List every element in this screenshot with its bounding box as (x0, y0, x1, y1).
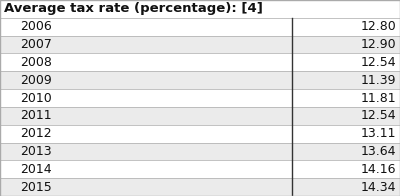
FancyBboxPatch shape (292, 107, 400, 125)
FancyBboxPatch shape (0, 142, 292, 160)
FancyBboxPatch shape (0, 71, 292, 89)
Text: 11.81: 11.81 (360, 92, 396, 104)
Text: 12.90: 12.90 (360, 38, 396, 51)
Text: 2015: 2015 (20, 181, 52, 194)
FancyBboxPatch shape (292, 125, 400, 142)
Text: 2009: 2009 (20, 74, 52, 87)
Text: 2014: 2014 (20, 163, 52, 176)
FancyBboxPatch shape (0, 125, 292, 142)
FancyBboxPatch shape (292, 178, 400, 196)
FancyBboxPatch shape (0, 36, 292, 54)
FancyBboxPatch shape (0, 18, 292, 36)
Text: 2006: 2006 (20, 20, 52, 33)
Text: 2013: 2013 (20, 145, 52, 158)
Text: 13.64: 13.64 (360, 145, 396, 158)
Text: 14.16: 14.16 (360, 163, 396, 176)
Text: 11.39: 11.39 (360, 74, 396, 87)
FancyBboxPatch shape (0, 0, 400, 18)
FancyBboxPatch shape (0, 160, 292, 178)
FancyBboxPatch shape (292, 54, 400, 71)
FancyBboxPatch shape (292, 71, 400, 89)
FancyBboxPatch shape (0, 107, 292, 125)
Text: 14.34: 14.34 (360, 181, 396, 194)
FancyBboxPatch shape (292, 142, 400, 160)
FancyBboxPatch shape (0, 89, 292, 107)
Text: 2008: 2008 (20, 56, 52, 69)
Text: 2007: 2007 (20, 38, 52, 51)
Text: Average tax rate (percentage): [4]: Average tax rate (percentage): [4] (4, 2, 263, 15)
FancyBboxPatch shape (0, 54, 292, 71)
Text: 12.54: 12.54 (360, 109, 396, 122)
FancyBboxPatch shape (292, 89, 400, 107)
FancyBboxPatch shape (292, 18, 400, 36)
Text: 2011: 2011 (20, 109, 52, 122)
Text: 2010: 2010 (20, 92, 52, 104)
FancyBboxPatch shape (0, 178, 292, 196)
Text: 12.80: 12.80 (360, 20, 396, 33)
FancyBboxPatch shape (292, 36, 400, 54)
FancyBboxPatch shape (292, 160, 400, 178)
Text: 13.11: 13.11 (360, 127, 396, 140)
Text: 2012: 2012 (20, 127, 52, 140)
Text: 12.54: 12.54 (360, 56, 396, 69)
